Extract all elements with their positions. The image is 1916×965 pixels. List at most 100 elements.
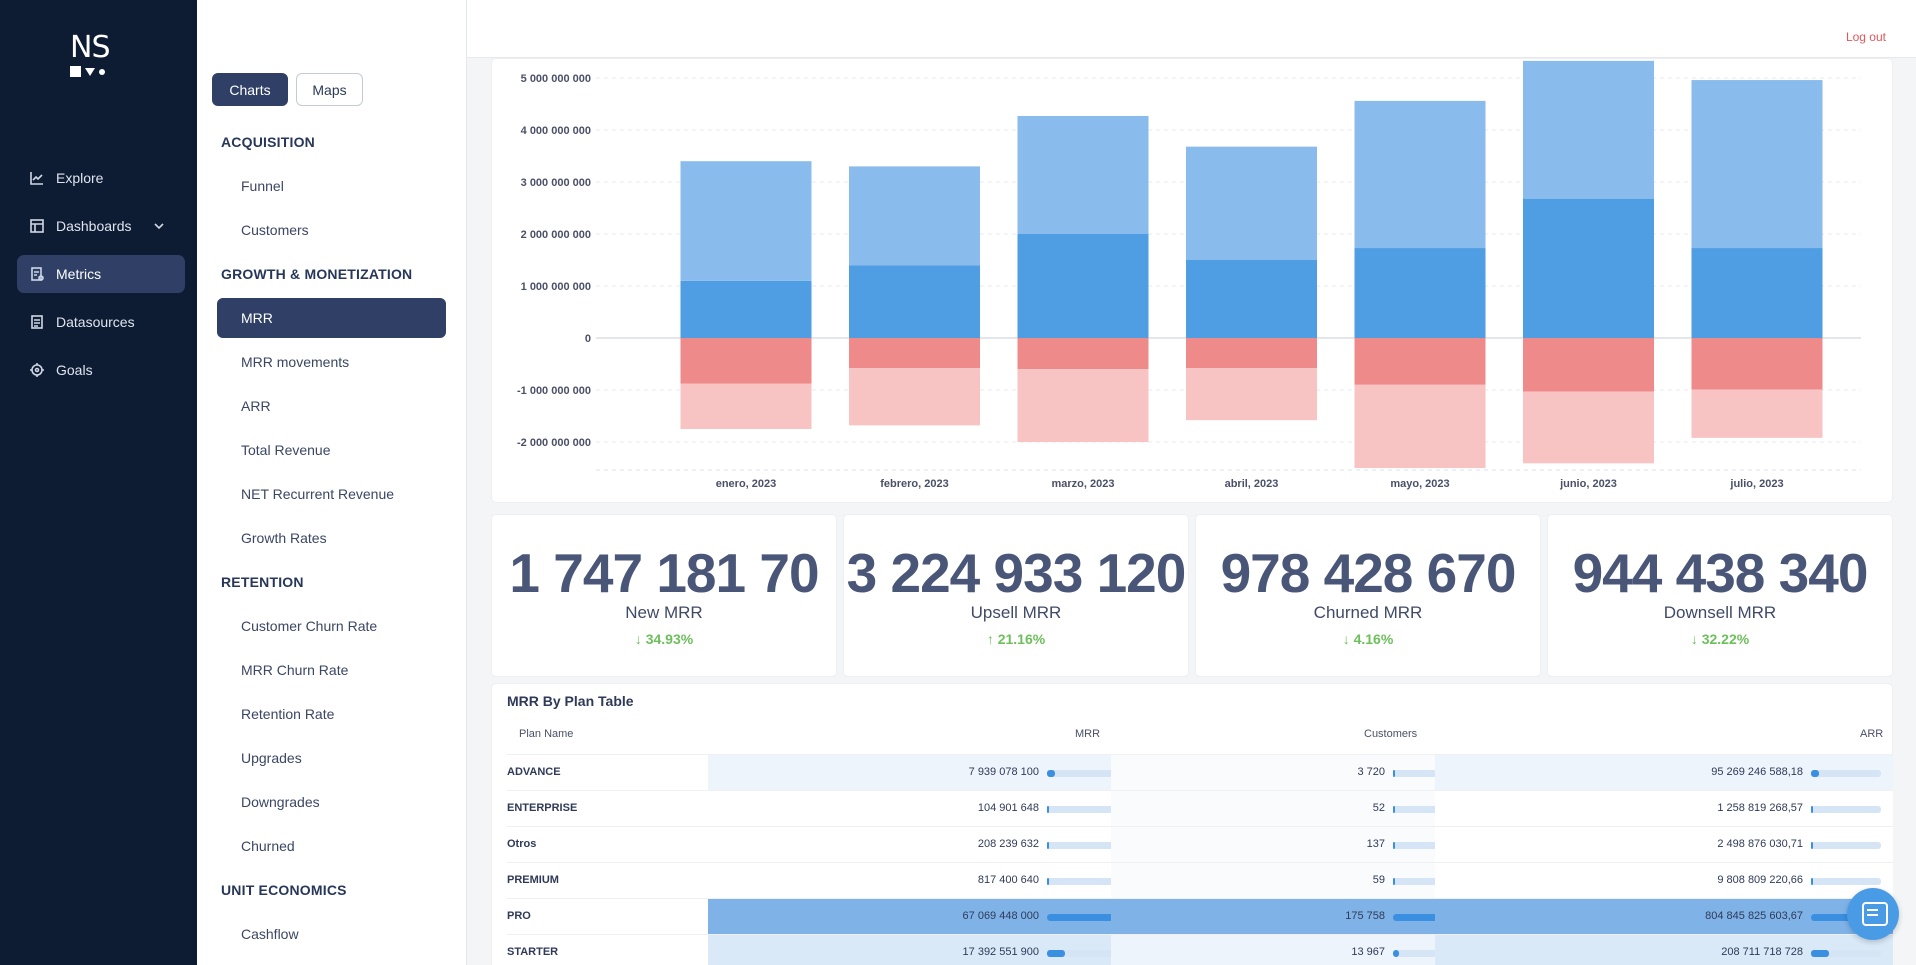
logout-link[interactable]: Log out [1845, 30, 1886, 44]
section-retention: RETENTION [221, 574, 304, 590]
y-tick-label: 2 000 000 000 [521, 229, 591, 241]
bar-segment[interactable] [1186, 368, 1317, 421]
metrics-sidebar [197, 0, 467, 965]
mrr-cell-value: 17 392 551 900 [962, 946, 1039, 958]
bar-segment[interactable] [680, 280, 812, 338]
mrr-cell-value: 208 239 632 [977, 838, 1039, 850]
bar-segment[interactable] [1017, 234, 1149, 338]
sidebar-item-mrr[interactable]: MRR [217, 298, 446, 338]
bar-segment[interactable] [1354, 248, 1486, 338]
bar-segment[interactable] [680, 338, 812, 384]
bar-segment[interactable] [1186, 338, 1317, 369]
bar-segment[interactable] [849, 368, 980, 426]
table-row[interactable]: STARTER 17 392 551 900 13 967 208 711 718 7… [507, 934, 1893, 965]
value-bar-fill [1047, 878, 1049, 885]
sidebar-item-mrr-churn-rate[interactable]: MRR Churn Rate [241, 662, 349, 678]
bar-segment[interactable] [1017, 115, 1149, 234]
chevron-down-icon[interactable] [153, 220, 165, 232]
plan-name-cell: PRO [507, 910, 531, 922]
plan-name-cell: ENTERPRISE [507, 802, 578, 814]
arr-cell-value: 95 269 246 588,18 [1711, 766, 1803, 778]
customers-cell-value: 59 [1372, 874, 1385, 886]
col-header-customers[interactable]: Customers [1364, 728, 1418, 740]
table-row[interactable]: ENTERPRISE 104 901 648 52 1 258 819 268,57 [507, 790, 1893, 827]
sidebar-item-retention-rate[interactable]: Retention Rate [241, 706, 335, 722]
bar-segment[interactable] [1691, 248, 1823, 338]
sidebar-item-funnel[interactable]: Funnel [241, 178, 284, 194]
table-row[interactable]: ADVANCE 7 939 078 100 3 720 95 269 246 588,… [507, 754, 1893, 791]
sidebar-item-cashflow[interactable]: Cashflow [241, 926, 299, 942]
table-row[interactable]: Otros 208 239 632 137 2 498 876 030,71 [507, 826, 1893, 863]
kpi-value: 978 428 670 [1220, 542, 1517, 604]
bar-segment[interactable] [1523, 338, 1654, 392]
bar-segment[interactable] [1523, 391, 1654, 464]
value-bar [1811, 914, 1881, 921]
section-unit-economics: UNIT ECONOMICS [221, 882, 347, 898]
sidebar-item-churned[interactable]: Churned [241, 838, 295, 854]
tab-charts[interactable]: Charts [212, 73, 288, 106]
value-bar [1047, 842, 1117, 849]
kpi-change: ↓ 34.93% [634, 631, 694, 647]
sidebar-item-customers[interactable]: Customers [241, 222, 309, 238]
sidebar-item-net-recurrent-revenue[interactable]: NET Recurrent Revenue [241, 486, 395, 502]
bar-segment[interactable] [1186, 146, 1317, 260]
col-header-plan[interactable]: Plan Name [519, 728, 574, 740]
table-row[interactable]: PREMIUM 817 400 640 59 9 808 809 220,66 [507, 862, 1893, 899]
bar-segment[interactable] [1523, 60, 1654, 199]
sidebar-item-customer-churn-rate[interactable]: Customer Churn Rate [241, 618, 378, 634]
line-chart-icon [30, 172, 43, 185]
value-bar-fill [1047, 806, 1049, 813]
bar-segment[interactable] [1354, 100, 1486, 249]
sidebar-item-upgrades[interactable]: Upgrades [241, 750, 302, 766]
bar-segment[interactable] [849, 166, 980, 266]
value-bar [1393, 806, 1463, 813]
sidebar-item-arr[interactable]: ARR [241, 398, 271, 414]
col-header-arr[interactable]: ARR [1860, 728, 1884, 740]
bar-segment[interactable] [1691, 80, 1823, 249]
mrr-cell-value: 67 069 448 000 [962, 910, 1039, 922]
bar-segment[interactable] [849, 265, 980, 338]
arrow-down-icon: ↓ [1342, 631, 1354, 647]
sidebar-item-total-revenue[interactable]: Total Revenue [241, 442, 331, 458]
customers-cell [1111, 827, 1435, 863]
bar-segment[interactable] [1017, 338, 1149, 370]
nav-item-explore[interactable]: Explore [17, 159, 185, 197]
bar-segment[interactable] [1354, 338, 1486, 385]
arr-cell-value: 208 711 718 728 [1721, 946, 1803, 958]
bar-segment[interactable] [680, 383, 812, 429]
mrr-cell [708, 827, 1111, 863]
kpi-label: New MRR [625, 603, 703, 622]
nav-item-goals[interactable]: Goals [17, 351, 185, 389]
bar-segment[interactable] [1017, 369, 1149, 442]
tab-maps[interactable]: Maps [296, 73, 363, 106]
bar-segment[interactable] [849, 338, 980, 369]
y-tick-label: 3 000 000 000 [521, 177, 591, 189]
y-tick-label: 5 000 000 000 [521, 73, 591, 85]
bar-segment[interactable] [1354, 384, 1486, 468]
sidebar-item-mrr-movements[interactable]: MRR movements [241, 354, 350, 370]
sidebar-item-growth-rates[interactable]: Growth Rates [241, 530, 327, 546]
value-bar-fill [1393, 878, 1395, 885]
bar-segment[interactable] [1186, 260, 1317, 338]
bar-segment[interactable] [1691, 389, 1823, 438]
arr-cell-value: 2 498 876 030,71 [1717, 838, 1803, 850]
app-logo[interactable]: NS [70, 33, 120, 79]
table-title: MRR By Plan Table [507, 693, 634, 709]
nav-item-dashboards[interactable]: Dashboards [17, 207, 185, 245]
bar-segment[interactable] [1523, 198, 1654, 338]
col-header-mrr[interactable]: MRR [1075, 728, 1101, 740]
chat-button[interactable] [1847, 888, 1899, 940]
nav-item-metrics[interactable]: Metrics [17, 255, 185, 293]
metrics-icon [31, 267, 44, 281]
nav-item-datasources[interactable]: Datasources [17, 303, 185, 341]
bar-segment[interactable] [1691, 338, 1823, 390]
customers-cell-value: 175 758 [1345, 910, 1385, 922]
value-bar [1393, 842, 1463, 849]
value-bar-fill [1811, 878, 1813, 885]
kpi-label: Downsell MRR [1663, 603, 1777, 622]
table-row[interactable]: PRO 67 069 448 000 175 758 804 845 825 603,… [507, 898, 1893, 935]
target-icon [30, 363, 44, 377]
value-bar-fill [1393, 914, 1463, 921]
bar-segment[interactable] [680, 161, 812, 281]
sidebar-item-downgrades[interactable]: Downgrades [241, 794, 320, 810]
